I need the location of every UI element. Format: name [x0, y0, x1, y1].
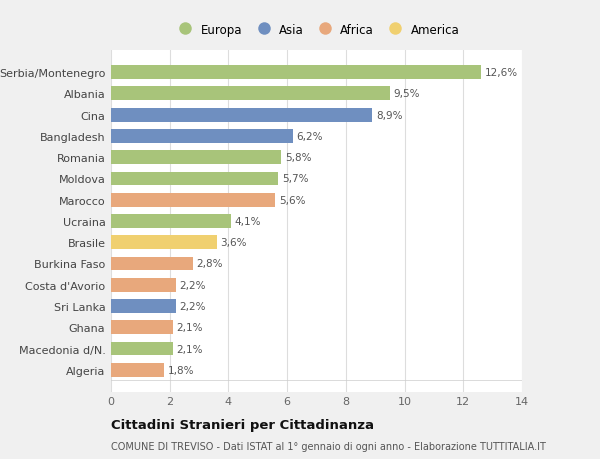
Text: 5,8%: 5,8%: [285, 153, 311, 163]
Text: 5,6%: 5,6%: [279, 195, 305, 205]
Text: 6,2%: 6,2%: [296, 132, 323, 141]
Bar: [111, 214, 232, 229]
Text: 1,8%: 1,8%: [167, 365, 194, 375]
Bar: [111, 151, 281, 165]
Text: 8,9%: 8,9%: [376, 110, 403, 120]
Text: 5,7%: 5,7%: [282, 174, 308, 184]
Bar: [111, 108, 372, 122]
Bar: [111, 236, 217, 250]
Text: 2,8%: 2,8%: [197, 259, 223, 269]
Bar: [111, 342, 173, 356]
Bar: [111, 172, 278, 186]
Bar: [111, 193, 275, 207]
Text: 2,1%: 2,1%: [176, 323, 203, 333]
Text: 12,6%: 12,6%: [484, 68, 518, 78]
Text: 3,6%: 3,6%: [220, 238, 247, 248]
Text: 2,2%: 2,2%: [179, 280, 206, 290]
Bar: [111, 66, 481, 80]
Legend: Europa, Asia, Africa, America: Europa, Asia, Africa, America: [169, 19, 464, 41]
Text: 2,1%: 2,1%: [176, 344, 203, 354]
Bar: [111, 257, 193, 271]
Bar: [111, 130, 293, 144]
Text: 9,5%: 9,5%: [394, 89, 420, 99]
Bar: [111, 363, 164, 377]
Bar: [111, 321, 173, 335]
Text: Cittadini Stranieri per Cittadinanza: Cittadini Stranieri per Cittadinanza: [111, 418, 374, 431]
Bar: [111, 87, 390, 101]
Bar: [111, 278, 176, 292]
Text: 2,2%: 2,2%: [179, 302, 206, 311]
Text: COMUNE DI TREVISO - Dati ISTAT al 1° gennaio di ogni anno - Elaborazione TUTTITA: COMUNE DI TREVISO - Dati ISTAT al 1° gen…: [111, 441, 546, 451]
Text: 4,1%: 4,1%: [235, 217, 262, 226]
Bar: [111, 299, 176, 313]
